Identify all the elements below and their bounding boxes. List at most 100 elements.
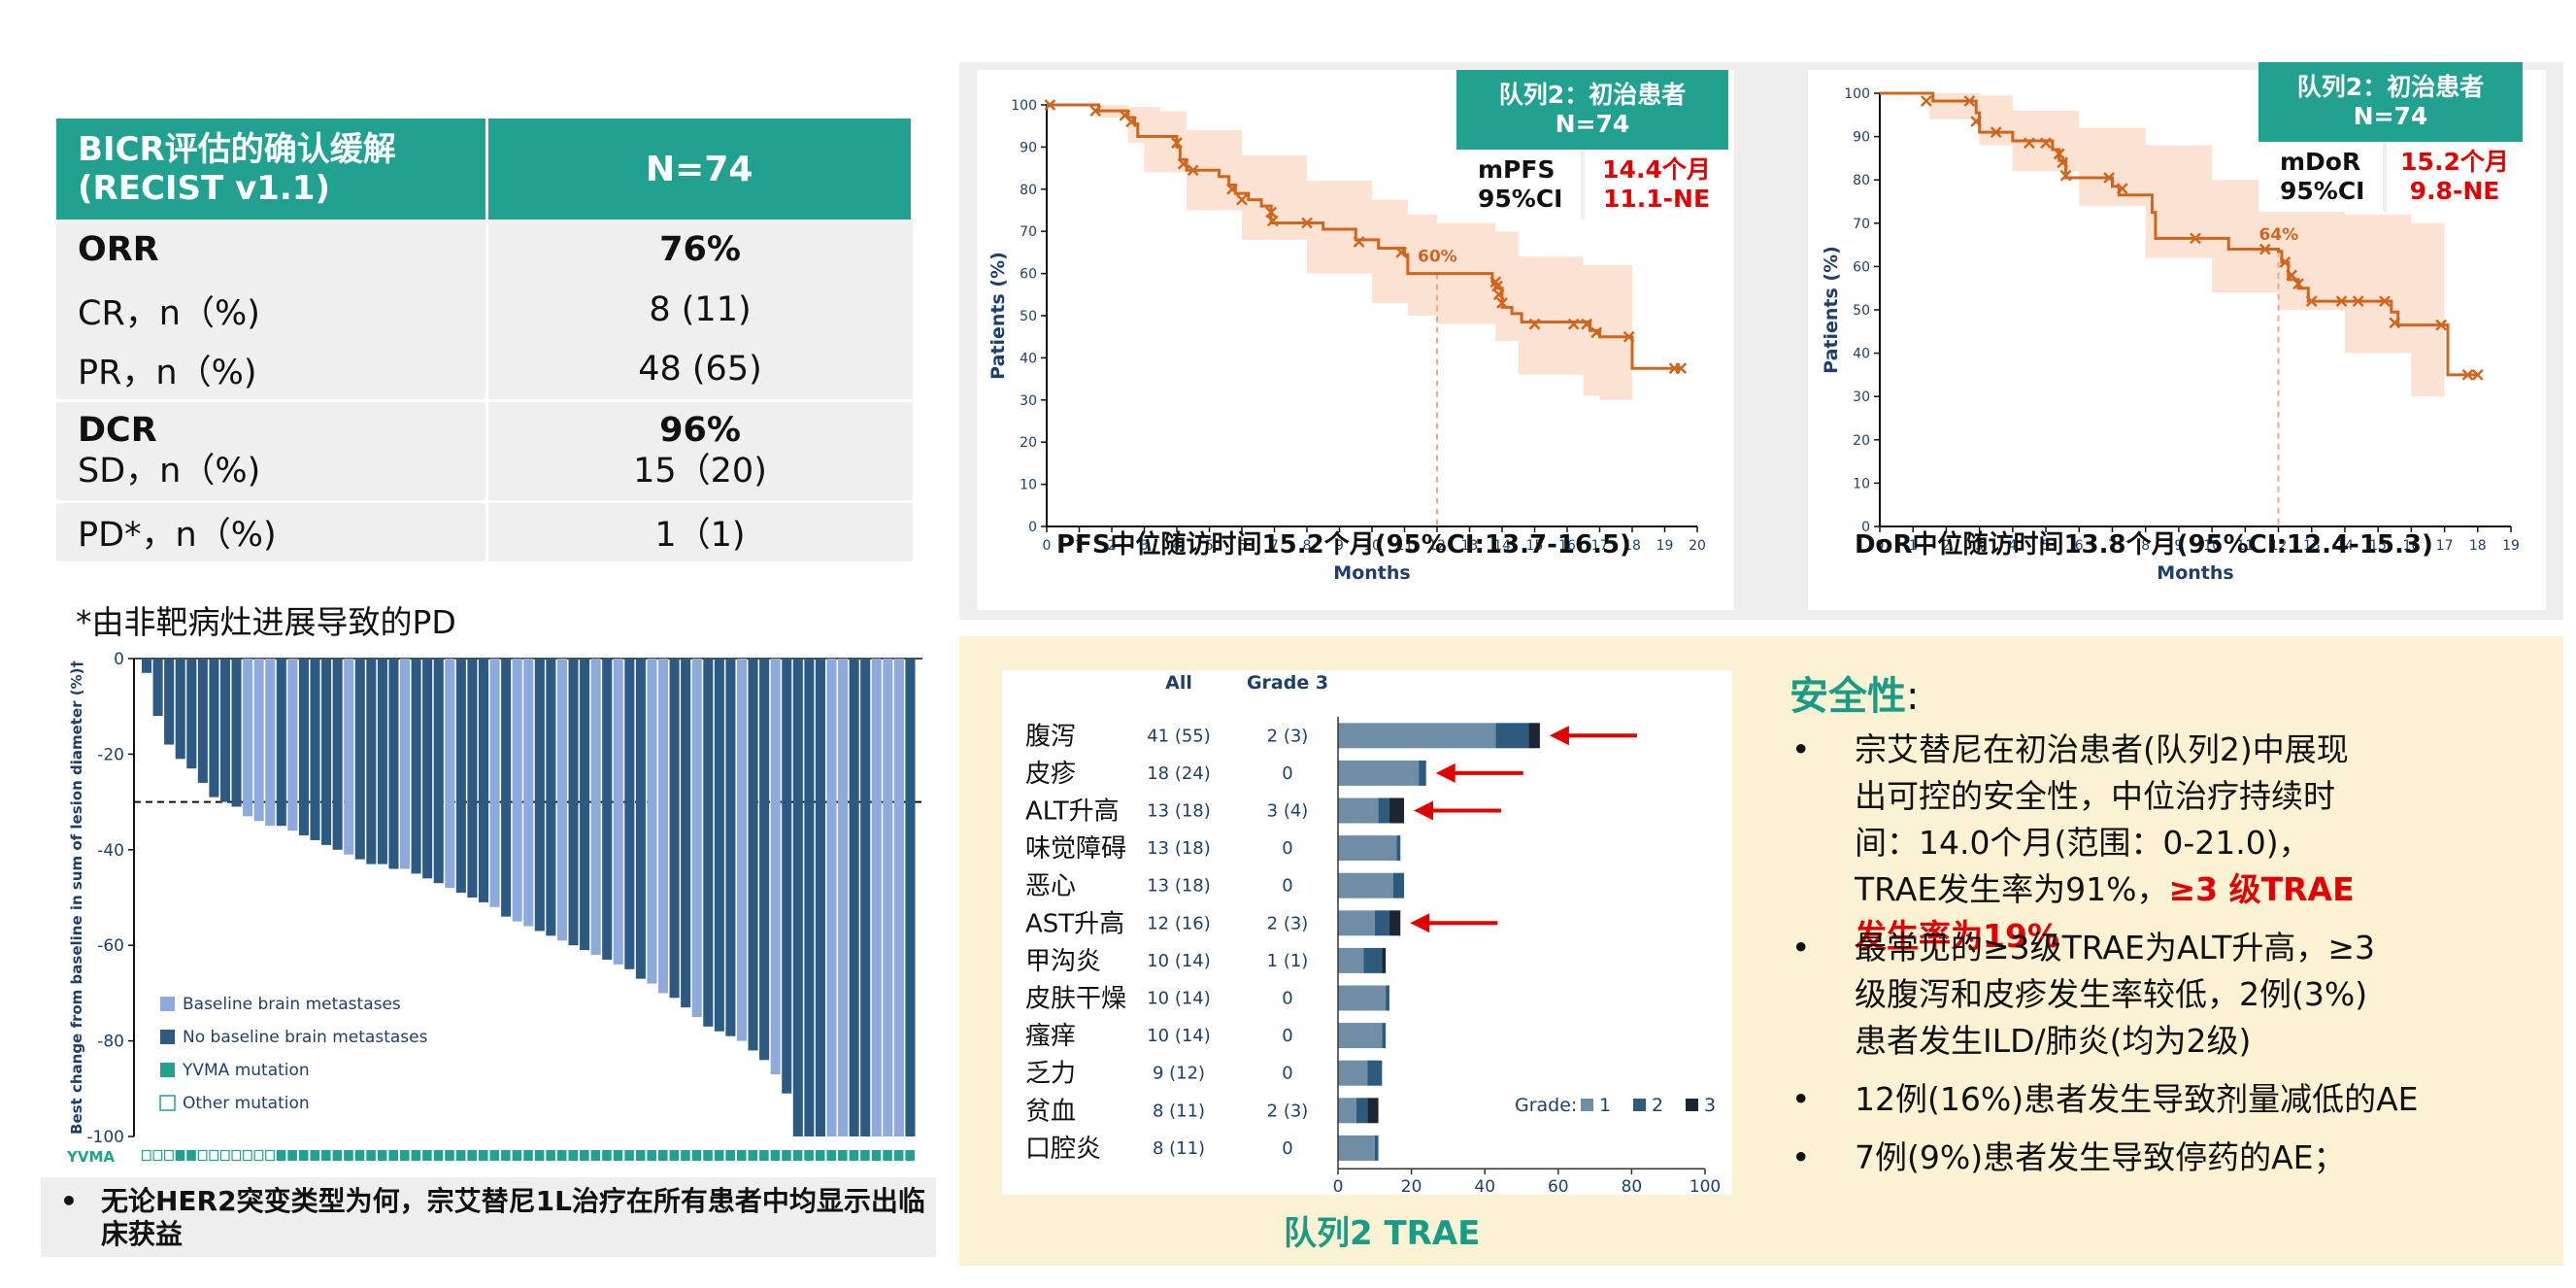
pfs-y-tick-label: 70	[1020, 224, 1037, 240]
wf-mutation-yvma	[400, 1150, 410, 1161]
wf-mutation-yvma	[175, 1150, 185, 1161]
wf-bar	[580, 659, 590, 951]
wf-bar	[209, 659, 219, 797]
trae-col-all: All	[1165, 672, 1192, 694]
dor-censor-mark	[1990, 126, 2002, 139]
table-row-cr: CR，n（%) 8 (11)	[56, 280, 913, 340]
trae-all-value: 13 (18)	[1147, 876, 1211, 897]
wf-bar	[321, 659, 332, 845]
trae-bar-grade-2	[1392, 872, 1405, 898]
dor-x-tick-label: 1	[1909, 538, 1918, 554]
wf-legend-label: YVMA mutation	[182, 1061, 310, 1080]
pfs-x-tick-label: 17	[1591, 538, 1609, 554]
trae-bar-grade-1	[1338, 835, 1397, 862]
wf-mutation-yvma	[321, 1150, 331, 1161]
trae-legend-swatch	[1633, 1099, 1646, 1111]
table-row-pd: PD*，n（%) 1（1)	[56, 499, 913, 561]
wf-bar	[838, 659, 849, 1136]
wf-mutation-yvma	[624, 1150, 634, 1161]
wf-mutation-yvma	[287, 1150, 297, 1161]
pfs-y-tick-label: 50	[1020, 309, 1037, 324]
trae-grade3-value: 3 (4)	[1267, 801, 1309, 822]
wf-mutation-yvma	[411, 1150, 421, 1161]
pfs-ci-band	[1047, 105, 1632, 400]
pfs-x-tick-label: 7	[1270, 538, 1279, 554]
dor-censor-mark	[2059, 169, 2072, 182]
pfs-y-tick-label: 100	[1011, 98, 1037, 114]
wf-legend-swatch	[160, 997, 175, 1011]
wf-bar	[635, 659, 646, 979]
dor-censor-mark	[1963, 95, 1976, 107]
dor-censor-mark	[2040, 137, 2052, 150]
wf-mutation-yvma	[883, 1150, 892, 1161]
safety-title: 安全性:	[1790, 674, 1920, 719]
dor-x-tick-label: 0	[1876, 538, 1885, 554]
dor-box-values: 15.2个月 9.8-NE	[2383, 142, 2523, 212]
dor-censor-mark	[2435, 319, 2448, 331]
row-label-pr: PR，n（%)	[56, 340, 488, 400]
dor-censor-mark	[2292, 278, 2304, 290]
wf-bar	[804, 659, 815, 1136]
wf-mutation-yvma	[804, 1150, 814, 1161]
dor-censor-mark	[2379, 295, 2391, 307]
wf-mutation-other	[265, 1149, 275, 1162]
pfs-x-axis-label: Months	[1333, 562, 1410, 584]
dor-y-tick-label: 70	[1853, 217, 1870, 232]
wf-bar	[893, 659, 904, 1136]
pfs-x-tick-label: 0	[1043, 538, 1052, 554]
wf-mutation-other	[141, 1149, 151, 1162]
dor-x-tick-label: 18	[2469, 538, 2487, 554]
wf-bar	[512, 659, 522, 922]
bottom-note-bullet: •	[60, 1185, 78, 1217]
trae-bar-grade-1	[1338, 985, 1387, 1011]
pfs-x-tick-label: 4	[1173, 538, 1182, 554]
pfs-box-title: 队列2：初治患者 N=74	[1456, 70, 1728, 150]
bicr-response-table: BICR评估的确认缓解 (RECIST v1.1) N=74 ORR 76% CR…	[56, 119, 914, 561]
trae-grade3-value: 0	[1282, 876, 1292, 897]
trae-bar-grade-1	[1338, 872, 1393, 898]
trae-all-value: 18 (24)	[1147, 763, 1211, 784]
pfs-censor-mark	[1171, 137, 1183, 149]
dor-y-tick-label: 80	[1853, 173, 1870, 188]
pfs-x-tick-label: 2	[1108, 538, 1117, 554]
dor-x-tick-label: 2	[1942, 538, 1951, 554]
trae-category-label: 腹泻	[1025, 722, 1076, 751]
wf-mutation-yvma	[703, 1150, 713, 1161]
pfs-censor-mark	[1301, 217, 1313, 229]
wf-mutation-yvma	[815, 1150, 825, 1161]
dor-x-tick-label: 10	[2203, 538, 2221, 554]
wf-mutation-other	[242, 1149, 252, 1162]
wf-bar	[871, 659, 882, 1136]
pfs-x-tick-label: 16	[1558, 538, 1576, 554]
wf-mutation-yvma	[568, 1150, 579, 1161]
wf-y-tick-label: -20	[97, 745, 124, 764]
wf-mutation-yvma	[590, 1150, 601, 1161]
wf-bar	[231, 659, 242, 807]
wf-mutation-yvma	[512, 1150, 522, 1161]
trae-arrow-head	[1414, 800, 1434, 821]
trae-bar-grade-2	[1382, 1023, 1387, 1049]
row-label-dcr: DCR SD，n（%)	[56, 398, 488, 501]
wf-bar	[613, 659, 623, 965]
pfs-y-tick-label: 10	[1020, 478, 1037, 493]
wf-mutation-yvma	[186, 1150, 196, 1161]
row-value-cr: 8 (11)	[486, 280, 913, 340]
wf-bar	[366, 659, 377, 864]
wf-bar	[265, 659, 276, 827]
row-value-pr: 48 (65)	[486, 340, 913, 400]
row-value-pd: 1（1)	[486, 499, 913, 561]
wf-bar	[445, 659, 455, 889]
trae-bar-grade-2	[1419, 760, 1426, 786]
wf-mutation-yvma	[546, 1150, 555, 1161]
safety-b1-text: 宗艾替尼在初治患者(队列2)中展现出可控的安全性，中位治疗持续时间：14.0个月…	[1855, 730, 2349, 908]
dor-followup-text: DoR中位随访时间13.8个月(95%CI:12.4-15.3)	[1855, 530, 2433, 559]
pfs-followup-text: PFS中位随访时间15.2个月(95%CI:13.7-16.5)	[1056, 530, 1631, 559]
dor-censor-mark	[2305, 295, 2318, 307]
wf-mutation-yvma	[736, 1150, 747, 1161]
wf-mutation-yvma	[849, 1150, 859, 1161]
row-label-orr: ORR	[56, 220, 488, 280]
trae-legend-label: 2	[1652, 1095, 1663, 1116]
trae-x-tick-label: 20	[1401, 1177, 1422, 1195]
dor-x-tick-label: 19	[2502, 538, 2520, 554]
